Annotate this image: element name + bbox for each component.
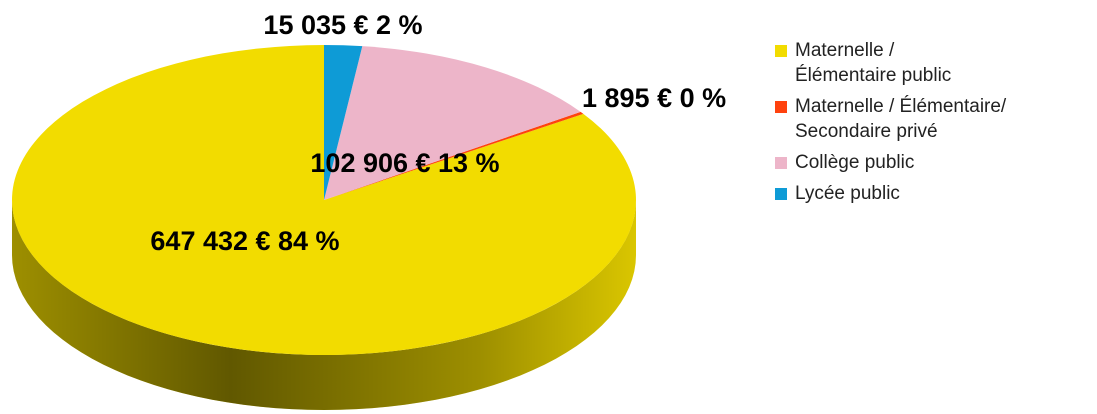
legend-swatch [775, 188, 787, 200]
slice [324, 111, 584, 200]
legend-label: Lycée public [795, 183, 900, 204]
value-label: 15 035 € 2 % [263, 10, 422, 40]
slice [324, 46, 581, 201]
legend-swatch [775, 45, 787, 57]
legend-label: Maternelle / Élémentaire public [795, 40, 952, 86]
slice [324, 45, 363, 200]
legend-swatch [775, 101, 787, 113]
legend-swatch [775, 157, 787, 169]
legend-label: Collège public [795, 152, 915, 173]
value-label: 102 906 € 13 % [310, 148, 499, 178]
legend-item: Maternelle / Élémentaire/ Secondaire pri… [775, 94, 1095, 144]
chart: 647 432 € 84 % 1 895 € 0 % 102 906 € 13 % 1… [12, 10, 726, 410]
slice [12, 45, 637, 355]
legend-item: Lycée public [775, 181, 1095, 206]
value-label: 647 432 € 84 % [150, 226, 339, 256]
value-label: 1 895 € 0 % [582, 83, 726, 113]
legend: Maternelle / Élémentaire public Maternell… [775, 38, 1095, 212]
legend-label: Maternelle / Élémentaire/ Secondaire pri… [795, 96, 1007, 142]
slice-side-shade [12, 200, 636, 410]
legend-item: Collège public [775, 150, 1095, 175]
legend-item: Maternelle / Élémentaire public [775, 38, 1095, 88]
